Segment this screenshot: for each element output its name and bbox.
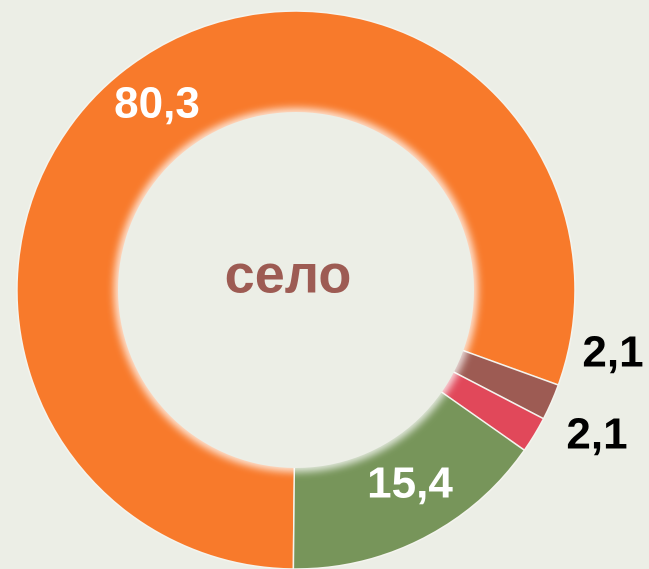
- data-label: 2,1: [582, 328, 643, 377]
- data-label: 2,1: [566, 410, 627, 459]
- data-label: 80,3: [114, 79, 200, 128]
- slices: [16, 10, 576, 569]
- center-label: село: [225, 244, 352, 304]
- labels: 80,3 2,1 2,1 15,4: [114, 79, 643, 508]
- data-label: 15,4: [367, 459, 453, 508]
- donut-hole: [118, 112, 474, 468]
